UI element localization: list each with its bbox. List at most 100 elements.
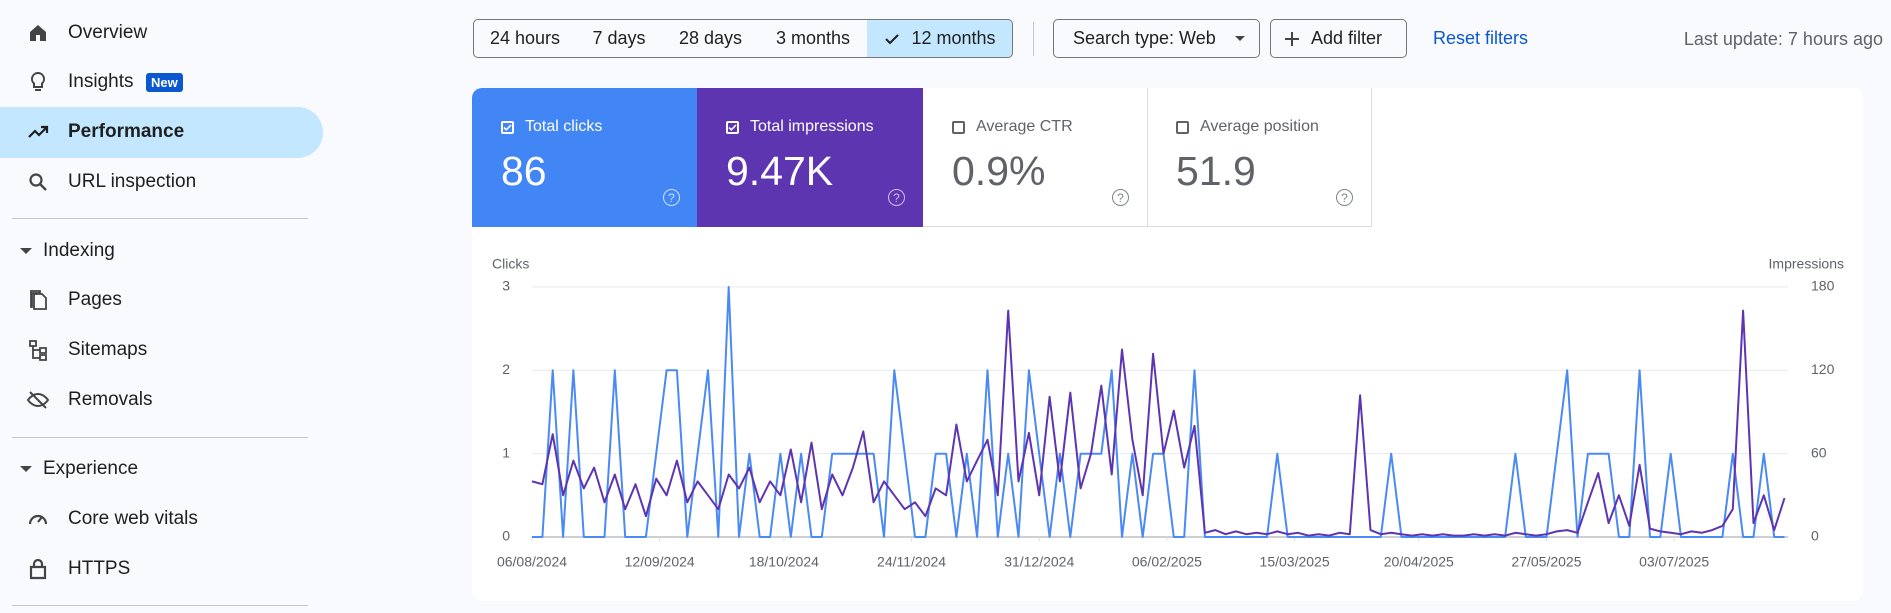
checkbox-checked (726, 121, 739, 134)
section-header[interactable]: Experience (0, 449, 323, 489)
nav-item[interactable]: Sitemaps (0, 325, 323, 375)
badge: New (146, 72, 183, 92)
metric-value: 0.9% (952, 148, 1046, 194)
range-button-selected[interactable]: 12 months (867, 19, 1013, 58)
y2-axis-title: Impressions (1769, 256, 1844, 272)
nav-label: Performance (68, 121, 185, 142)
help-icon: ? (888, 189, 905, 206)
checkbox-checked (501, 121, 514, 134)
metric-value: 86 (501, 148, 547, 194)
nav-item[interactable]: Overview (0, 8, 323, 58)
last-update: Last update: 7 hours ago (1683, 29, 1883, 49)
nav-item[interactable]: Performance (0, 107, 323, 157)
divider (12, 218, 308, 219)
nav-label: Pages (68, 289, 122, 310)
dropdown-arrow (1235, 36, 1245, 41)
help-icon: ? (1336, 189, 1353, 206)
nav-label: Removals (68, 389, 153, 410)
icon (30, 290, 47, 310)
series-line (531, 309, 1786, 537)
icon (29, 173, 47, 191)
y-axis-title: Clicks (492, 256, 529, 272)
y-tick-label: 0 (502, 528, 510, 544)
nav-label: Insights (68, 71, 134, 92)
checkbox (952, 121, 965, 134)
metric-card[interactable]: Total impressions 9.47K? (697, 88, 923, 227)
icon (29, 558, 47, 580)
nav-label: Overview (68, 22, 148, 43)
nav-item[interactable]: Pages (0, 275, 323, 325)
icon (26, 391, 50, 409)
help-icon: ? (1112, 189, 1129, 206)
range-button[interactable]: 7 days (576, 19, 663, 58)
y-tick-label: 3 (502, 278, 510, 294)
x-tick-label: 06/08/2024 (497, 554, 567, 570)
nav-label: Sitemaps (68, 339, 148, 360)
x-tick-label: 15/03/2025 (1260, 554, 1330, 570)
nav-label: URL inspection (68, 171, 197, 192)
plus-icon (1285, 32, 1299, 46)
nav-label: Core web vitals (68, 508, 198, 529)
range-button[interactable]: 28 days (662, 19, 760, 58)
metric-value: 9.47K (726, 148, 834, 194)
icon (28, 514, 48, 525)
button-label: Search type: Web (1073, 28, 1216, 48)
reset-filters-link[interactable]: Reset filters (1433, 28, 1529, 48)
button-label: 7 days (592, 28, 646, 48)
x-tick-label: 24/11/2024 (877, 554, 946, 570)
x-tick-label: 20/04/2025 (1384, 554, 1454, 570)
icon (29, 340, 47, 361)
nav-item[interactable]: HTTPS (0, 544, 323, 594)
x-tick-label: 12/09/2024 (625, 554, 695, 570)
icon (28, 125, 49, 138)
x-tick-label: 06/02/2025 (1132, 554, 1202, 570)
y2-tick-label: 0 (1811, 528, 1819, 544)
button-label: Add filter (1311, 28, 1383, 48)
y-tick-label: 2 (502, 361, 510, 377)
metric-label: Average CTR (976, 118, 1073, 135)
metric-card[interactable]: Average position 51.9? (1147, 88, 1372, 227)
section-title: Experience (43, 458, 139, 479)
x-tick-label: 31/12/2024 (1004, 554, 1074, 570)
nav-item[interactable]: URL inspection (0, 157, 323, 207)
section-title: Indexing (43, 240, 115, 261)
metric-value: 51.9 (1176, 148, 1256, 194)
help-icon: ? (663, 189, 680, 206)
check-icon (885, 33, 900, 44)
metric-label: Total clicks (525, 118, 603, 135)
divider (12, 605, 308, 606)
y2-tick-label: 120 (1811, 361, 1835, 377)
button-label: 12 months (911, 28, 996, 48)
y2-tick-label: 180 (1811, 278, 1835, 294)
range-button[interactable]: 24 hours (473, 19, 577, 58)
nav-item[interactable]: Core web vitals (0, 494, 323, 544)
metric-label: Total impressions (750, 118, 874, 135)
checkbox (1176, 121, 1189, 134)
metric-card[interactable]: Average CTR 0.9%? (923, 88, 1148, 227)
divider (12, 437, 308, 438)
y2-tick-label: 60 (1811, 444, 1827, 460)
series-line (532, 286, 1785, 538)
metric-card[interactable]: Total clicks 86? (472, 88, 698, 227)
x-tick-label: 27/05/2025 (1511, 554, 1581, 570)
active-highlight (0, 107, 323, 158)
separator (1033, 22, 1034, 56)
range-button[interactable]: 3 months (759, 19, 868, 58)
search-type-dropdown[interactable]: Search type: Web (1053, 19, 1260, 58)
nav-item[interactable]: Removals (0, 375, 323, 425)
button-label: 28 days (678, 28, 743, 48)
y-tick-label: 1 (502, 444, 510, 460)
button-label: 24 hours (489, 28, 561, 48)
button-label: 3 months (775, 28, 851, 48)
metric-label: Average position (1200, 118, 1319, 135)
icon (30, 71, 46, 91)
nav-label: HTTPS (68, 558, 131, 579)
add-filter-button[interactable]: Add filter (1270, 19, 1407, 58)
x-tick-label: 03/07/2025 (1639, 554, 1709, 570)
icon (30, 25, 46, 41)
section-header[interactable]: Indexing (0, 231, 323, 271)
nav-item[interactable]: Insights New (0, 57, 323, 107)
x-tick-label: 18/10/2024 (749, 554, 819, 570)
